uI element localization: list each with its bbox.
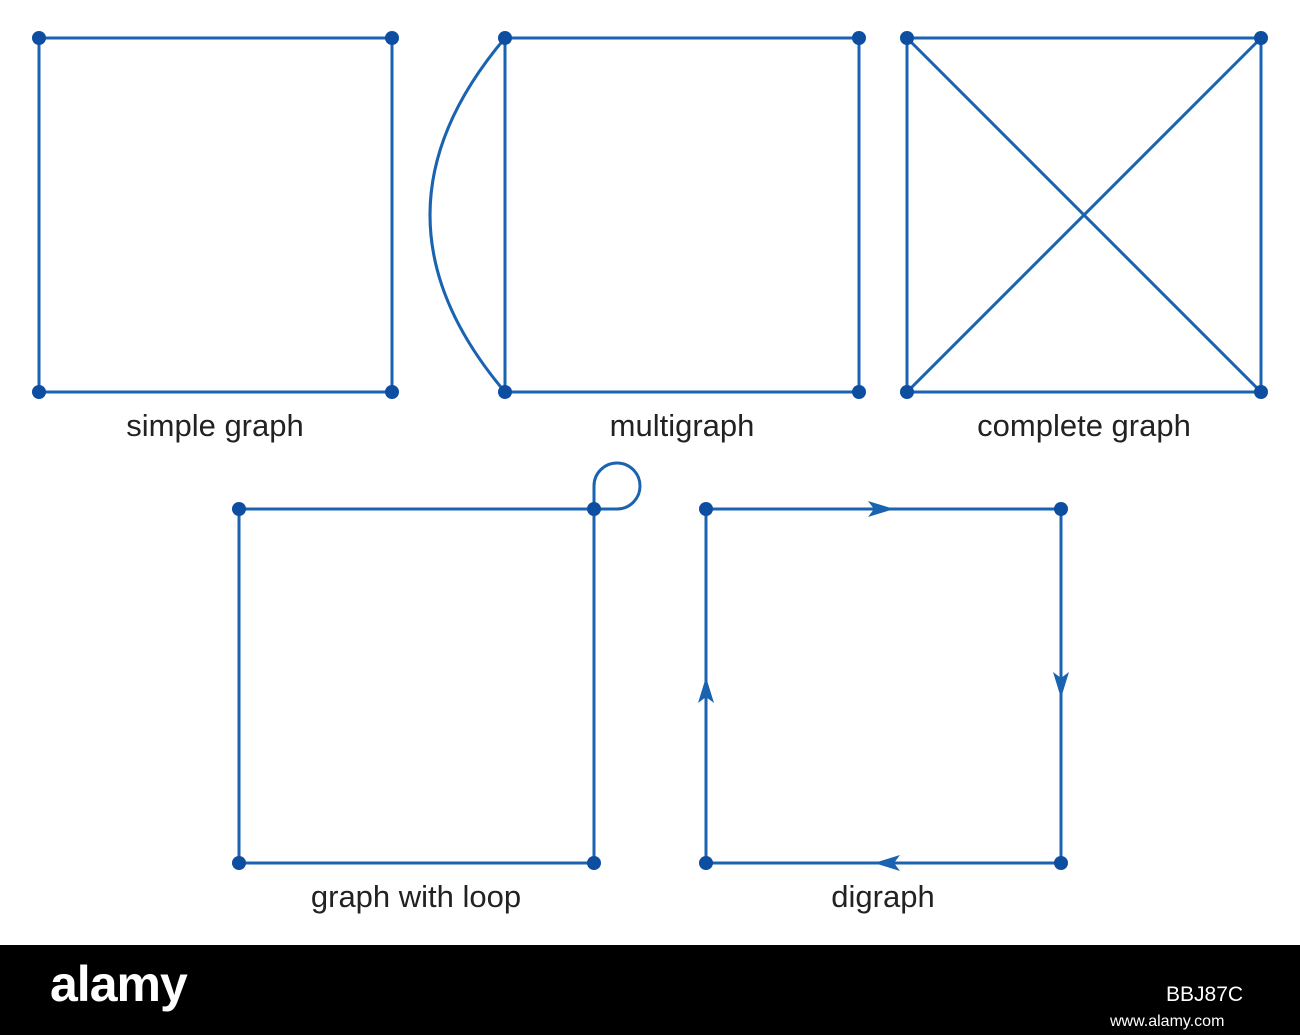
- simple-graph: simple graph: [32, 31, 399, 443]
- site-url-label: www.alamy.com: [1110, 1013, 1225, 1030]
- digraph-node-bottom-left: [699, 856, 713, 870]
- complete-graph: complete graph: [900, 31, 1268, 443]
- multi-node-top-left: [498, 31, 512, 45]
- alamy-logo: alamy: [50, 956, 188, 1012]
- loop-node-bottom-right: [587, 856, 601, 870]
- digraph-arrow-up: [698, 677, 714, 703]
- loop-node-top-left: [232, 502, 246, 516]
- complete-node-bottom-left: [900, 385, 914, 399]
- digraph-arrow-down: [1053, 672, 1069, 698]
- complete-edge-diagonal-2: [905, 36, 1263, 394]
- graph-types-diagram: simple graph multigraph complete graph: [32, 31, 1268, 914]
- multigraph-caption: multigraph: [610, 408, 755, 443]
- multi-node-bottom-right: [852, 385, 866, 399]
- image-id-label: BBJ87C: [1166, 983, 1244, 1006]
- graph-with-loop: graph with loop: [232, 461, 642, 914]
- loop-edge: [592, 461, 642, 511]
- complete-node-bottom-right: [1254, 385, 1268, 399]
- digraph-node-top-right: [1054, 502, 1068, 516]
- digraph-arrow-right: [868, 501, 894, 517]
- loop-node-bottom-left: [232, 856, 246, 870]
- digraph-node-bottom-right: [1054, 856, 1068, 870]
- multi-node-bottom-left: [498, 385, 512, 399]
- digraph-caption: digraph: [831, 879, 934, 914]
- multi-node-top-right: [852, 31, 866, 45]
- simple-node-bottom-left: [32, 385, 46, 399]
- loop-node-top-right: [587, 502, 601, 516]
- complete-graph-caption: complete graph: [977, 408, 1191, 443]
- simple-node-bottom-right: [385, 385, 399, 399]
- simple-graph-caption: simple graph: [126, 408, 303, 443]
- complete-node-top-right: [1254, 31, 1268, 45]
- stock-footer-bar: alamy BBJ87C www.alamy.com: [0, 945, 1300, 1035]
- complete-node-top-left: [900, 31, 914, 45]
- simple-node-top-left: [32, 31, 46, 45]
- digraph-node-top-left: [699, 502, 713, 516]
- digraph: digraph: [698, 501, 1069, 914]
- multi-edge-curved: [428, 36, 507, 394]
- graph-with-loop-caption: graph with loop: [311, 879, 521, 914]
- multigraph: multigraph: [428, 31, 866, 443]
- digraph-arrow-left: [874, 855, 900, 871]
- simple-node-top-right: [385, 31, 399, 45]
